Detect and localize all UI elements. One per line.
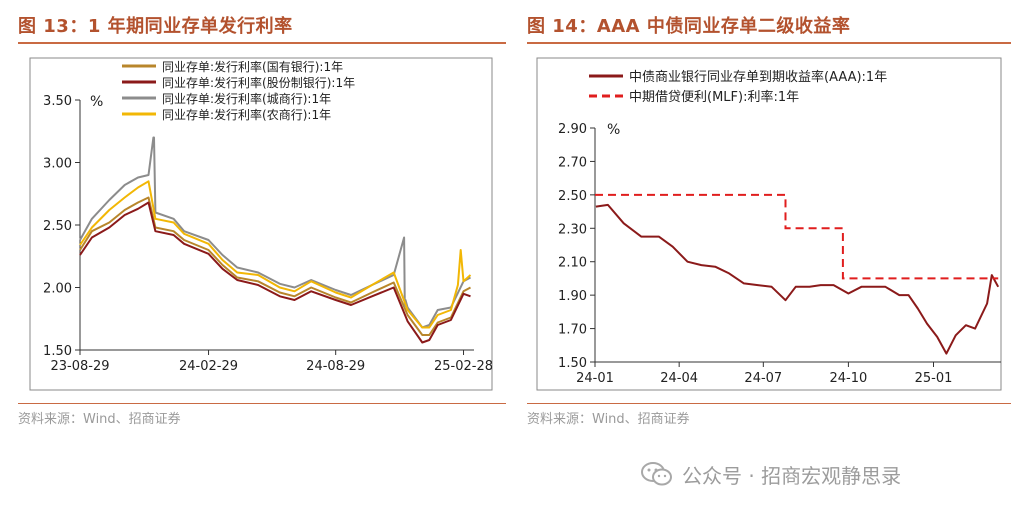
y-tick-label: 2.30: [558, 222, 587, 237]
watermark: 公众号 · 招商宏观静思录: [640, 456, 901, 492]
chart-area: 1.50 2.00 2.50 3.00 3.50 23-08-29 24-02-29 24-0…: [29, 57, 493, 391]
chart-frame: [29, 57, 493, 391]
source-divider: [527, 403, 1011, 404]
y-tick-label: 2.50: [43, 219, 72, 234]
series-line: [79, 196, 471, 336]
legend-label: 同业存单:发行利率(城商行):1年: [162, 91, 331, 106]
legend-label: 同业存单:发行利率(农商行):1年: [162, 107, 331, 122]
series-line: [595, 193, 999, 280]
chart-frame: [536, 57, 1002, 391]
unit-label: %: [90, 94, 103, 110]
y-tick-label: 1.50: [43, 344, 72, 359]
x-tick-label: 23-08-29: [50, 359, 109, 374]
x-tick-label: 25-01: [915, 371, 953, 386]
y-tick-label: 2.90: [558, 122, 587, 137]
x-tick-label: 24-04: [660, 371, 698, 386]
x-tick-label: 24-01: [576, 371, 614, 386]
y-tick-label: 2.70: [558, 155, 587, 170]
y-tick-label: 2.50: [558, 189, 587, 204]
series-line: [595, 203, 1000, 355]
source-note: 资料来源：Wind、招商证券: [527, 412, 690, 427]
unit-label: %: [607, 122, 620, 138]
legend-label: 同业存单:发行利率(国有银行):1年: [162, 59, 343, 74]
x-tick-label: 25-02-28: [434, 359, 493, 374]
series-line: [79, 180, 472, 329]
watermark-text: 公众号 · 招商宏观静思录: [682, 463, 902, 488]
series-line: [79, 201, 471, 344]
source-divider: [18, 403, 506, 404]
legend-label: 同业存单:发行利率(股份制银行):1年: [162, 75, 355, 90]
source-note: 资料来源：Wind、招商证券: [18, 412, 181, 427]
y-tick-label: 1.70: [558, 323, 587, 338]
x-tick-label: 24-10: [830, 371, 868, 386]
legend-label: 中期借贷便利(MLF):利率:1年: [629, 89, 799, 105]
y-tick-label: 2.00: [43, 282, 72, 297]
title-divider: [18, 42, 506, 44]
wechat-icon: [641, 462, 672, 486]
y-tick-label: 2.10: [558, 256, 587, 271]
legend-label: 中债商业银行同业存单到期收益率(AAA):1年: [629, 69, 887, 85]
y-tick-label: 1.90: [558, 289, 587, 304]
y-tick-label: 3.00: [43, 157, 72, 172]
y-tick-label: 3.50: [43, 94, 72, 109]
x-tick-label: 24-02-29: [179, 359, 238, 374]
x-tick-label: 24-07: [744, 371, 782, 386]
figure-title: 图 13：1 年期同业存单发行利率: [18, 16, 293, 37]
chart-area: 1.50 1.70 1.90 2.10 2.30 2.50 2.70 2.90 24-01 24-…: [536, 57, 1002, 391]
series-line: [79, 136, 471, 329]
title-divider: [527, 42, 1011, 44]
y-tick-label: 1.50: [558, 356, 587, 371]
x-tick-label: 24-08-29: [306, 359, 365, 374]
figure-title: 图 14：AAA 中债同业存单二级收益率: [527, 16, 851, 37]
